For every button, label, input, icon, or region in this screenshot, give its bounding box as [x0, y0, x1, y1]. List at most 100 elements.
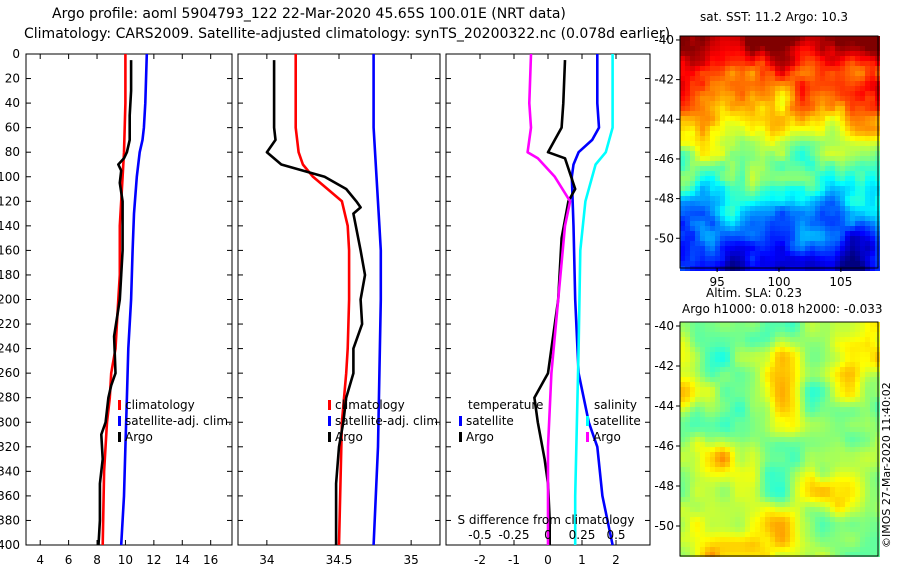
map-cell: [735, 151, 740, 156]
map-cell: [745, 392, 750, 397]
map-cell: [840, 547, 845, 552]
map-cell: [765, 61, 770, 66]
map-cell: [680, 362, 685, 367]
map-cell: [830, 161, 835, 166]
map-cell: [690, 537, 695, 542]
map-cell: [870, 342, 875, 347]
map-cell: [685, 106, 690, 111]
map-cell: [845, 342, 850, 347]
map-cell: [730, 487, 735, 492]
map-cell: [780, 201, 785, 206]
map-cell: [765, 141, 770, 146]
map-cell: [735, 387, 740, 392]
map-cell: [730, 412, 735, 417]
map-cell: [805, 432, 810, 437]
map-cell: [740, 86, 745, 91]
map-cell: [710, 116, 715, 121]
map-cell: [680, 211, 685, 216]
map-cell: [820, 402, 825, 407]
map-cell: [835, 337, 840, 342]
map-cell: [785, 171, 790, 176]
map-cell: [865, 467, 870, 472]
map-cell: [855, 467, 860, 472]
map-cell: [720, 367, 725, 372]
map-cell: [845, 166, 850, 171]
map-cell: [720, 201, 725, 206]
map-cell: [700, 392, 705, 397]
map-cell: [775, 51, 780, 56]
map-cell: [830, 487, 835, 492]
map-cell: [815, 447, 820, 452]
map-cell: [700, 81, 705, 86]
map-cell: [820, 432, 825, 437]
map-cell: [700, 397, 705, 402]
map-cell: [685, 206, 690, 211]
map-cell: [735, 141, 740, 146]
map-cell: [870, 71, 875, 76]
map-cell: [690, 196, 695, 201]
map-cell: [775, 111, 780, 116]
map-cell: [840, 136, 845, 141]
map-cell: [745, 357, 750, 362]
map-cell: [765, 462, 770, 467]
map-cell: [780, 352, 785, 357]
map-cell: [845, 86, 850, 91]
map-cell: [715, 91, 720, 96]
map-cell: [760, 382, 765, 387]
map-cell: [870, 412, 875, 417]
map-cell: [840, 66, 845, 71]
map-cell: [865, 442, 870, 447]
depth-tick-label: 360: [0, 489, 20, 503]
map-cell: [685, 457, 690, 462]
map-cell: [865, 41, 870, 46]
map-cell: [800, 256, 805, 261]
map-cell: [720, 437, 725, 442]
map-cell: [770, 251, 775, 256]
map-cell: [825, 191, 830, 196]
map-cell: [860, 402, 865, 407]
map-cell: [810, 347, 815, 352]
map-cell: [685, 427, 690, 432]
map-cell: [795, 527, 800, 532]
map-cell: [820, 537, 825, 542]
map-cell: [800, 407, 805, 412]
map-cell: [860, 166, 865, 171]
map-cell: [680, 206, 685, 211]
map-cell: [765, 382, 770, 387]
map-cell: [790, 221, 795, 226]
map-cell: [685, 402, 690, 407]
map-cell: [780, 191, 785, 196]
x-tick-label: 10: [118, 553, 133, 567]
map-cell: [725, 452, 730, 457]
map-cell: [780, 542, 785, 547]
map-cell: [835, 452, 840, 457]
map-cell: [680, 136, 685, 141]
map-cell: [815, 61, 820, 66]
map-cell: [800, 502, 805, 507]
map-cell: [815, 116, 820, 121]
map-cell: [680, 542, 685, 547]
map-cell: [680, 241, 685, 246]
map-cell: [725, 537, 730, 542]
map-cell: [850, 116, 855, 121]
map-cell: [820, 377, 825, 382]
map-cell: [755, 231, 760, 236]
map-cell: [855, 337, 860, 342]
map-cell: [750, 71, 755, 76]
map-cell: [725, 251, 730, 256]
map-cell: [820, 121, 825, 126]
map-cell: [690, 221, 695, 226]
map-cell: [730, 96, 735, 101]
map-cell: [870, 507, 875, 512]
map-cell: [775, 467, 780, 472]
map-cell: [815, 146, 820, 151]
map-cell: [680, 171, 685, 176]
map-cell: [790, 387, 795, 392]
map-cell: [830, 126, 835, 131]
map-cell: [700, 141, 705, 146]
map-cell: [735, 472, 740, 477]
map-cell: [770, 337, 775, 342]
plot-title-line2: Climatology: CARS2009. Satellite-adjuste…: [24, 26, 671, 42]
map-cell: [715, 116, 720, 121]
